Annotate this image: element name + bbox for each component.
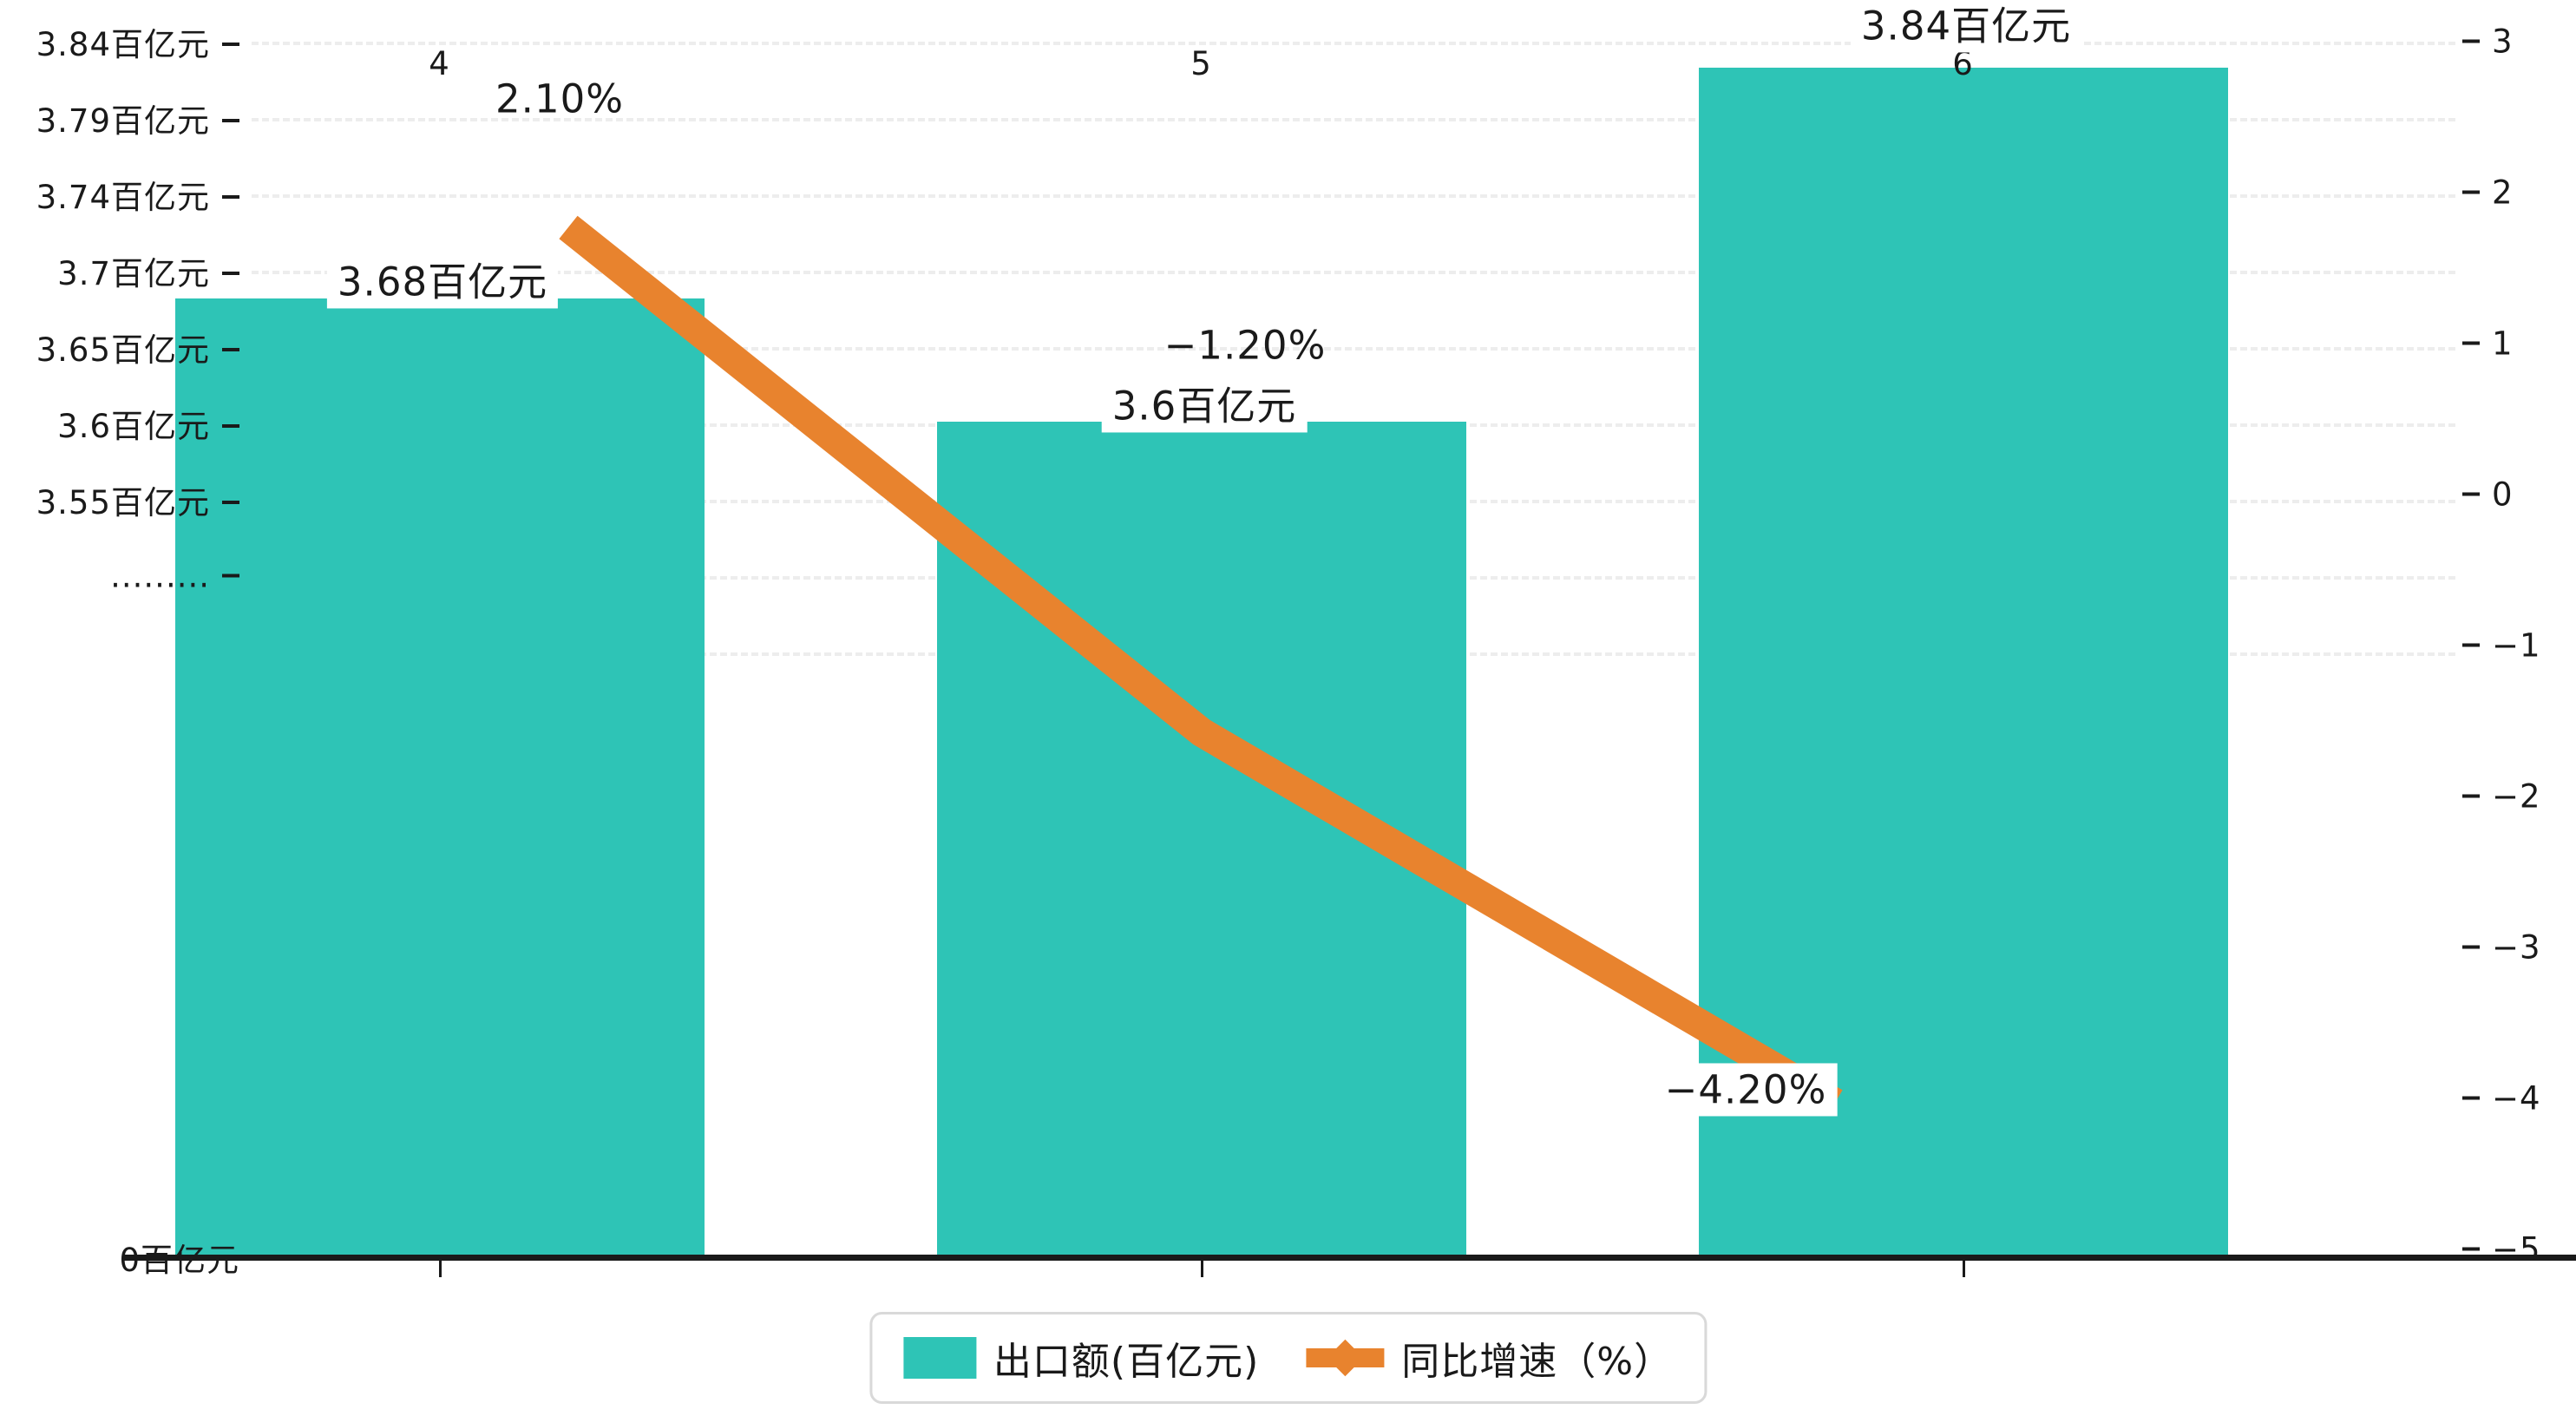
tick-dash-icon — [222, 194, 239, 199]
y-axis-left-tick-1: 3.79百亿元 — [36, 95, 239, 141]
y-axis-left-tick-4: 3.65百亿元 — [36, 324, 239, 370]
y-axis-left-tick-2: 3.74百亿元 — [36, 171, 239, 218]
y-axis-right-tick-0-text: 3 — [2492, 23, 2514, 61]
gridline-3.79 — [252, 118, 2455, 121]
y-axis-left-tick-zero: 0百亿元 — [119, 1234, 239, 1281]
y-axis-left-tick-break-text: ......... — [110, 557, 210, 595]
tick-dash-icon — [222, 423, 239, 428]
y-axis-left-tick-0: 3.84百亿元 — [36, 18, 239, 65]
y-axis-right-tick-3-text: 0 — [2492, 475, 2514, 514]
bar-category-5[interactable] — [937, 422, 1466, 1255]
tick-dash-icon — [222, 347, 239, 351]
y-axis-right-tick-7-text: −4 — [2492, 1079, 2541, 1118]
y-axis-right-tick-2: 1 — [2462, 325, 2514, 363]
y-axis-right-tick-4-text: −1 — [2492, 626, 2541, 665]
x-tick-mark-4 — [439, 1255, 442, 1277]
tick-dash-icon — [2462, 341, 2480, 344]
tick-dash-icon — [222, 574, 239, 577]
tick-dash-icon — [2462, 794, 2480, 797]
tick-dash-icon — [222, 500, 239, 504]
tick-dash-icon — [2462, 39, 2480, 43]
tick-dash-icon — [2462, 492, 2480, 495]
plot-area: 4 5 6 3.68百亿元 3.6百亿元 3.84百亿元 2.10% −1.20… — [123, 0, 2576, 1277]
legend-item-growth-rate[interactable]: 同比增速（%） — [1306, 1330, 1673, 1386]
y-axis-left-tick-0-text: 3.84百亿元 — [36, 26, 210, 63]
tick-dash-icon — [2462, 1096, 2480, 1099]
legend-diamond-marker-icon — [1327, 1339, 1364, 1377]
chart-legend: 出口额(百亿元) 同比增速（%） — [868, 1312, 1708, 1404]
bar-label-category-4: 3.68百亿元 — [326, 255, 559, 309]
y-axis-left-tick-4-text: 3.65百亿元 — [36, 331, 210, 369]
x-tick-label-2: 6 — [1952, 45, 1973, 82]
legend-line-swatch-icon — [1306, 1337, 1385, 1379]
x-tick-mark-5 — [1201, 1255, 1203, 1277]
y-axis-left-tick-3: 3.7百亿元 — [57, 247, 239, 294]
x-axis-line — [123, 1255, 2576, 1261]
y-axis-right-tick-5-text: −2 — [2492, 777, 2541, 816]
x-tick-label-1: 5 — [1190, 45, 1211, 82]
y-axis-left-tick-3-text: 3.7百亿元 — [57, 255, 210, 292]
line-label-category-6: −4.20% — [1654, 1063, 1838, 1117]
bar-label-category-6: 3.84百亿元 — [1850, 0, 2082, 53]
y-axis-right-tick-2-text: 1 — [2492, 324, 2514, 363]
y-axis-right-tick-8-text: −5 — [2492, 1230, 2541, 1268]
line-label-category-4: 2.10% — [495, 75, 624, 122]
y-axis-left-tick-1-text: 3.79百亿元 — [36, 102, 210, 140]
y-axis-left-tick-2-text: 3.74百亿元 — [36, 179, 210, 216]
tick-dash-icon — [222, 271, 239, 275]
y-axis-right-tick-6-text: −3 — [2492, 928, 2541, 967]
tick-dash-icon — [2462, 190, 2480, 193]
line-label-category-5: −1.20% — [1163, 322, 1327, 369]
y-axis-left-tick-5-text: 3.6百亿元 — [57, 408, 210, 445]
legend-item-export-amount[interactable]: 出口额(百亿元) — [902, 1330, 1260, 1386]
y-axis-right-tick-1: 2 — [2462, 174, 2514, 212]
y-axis-right-tick-6: −3 — [2462, 929, 2541, 967]
y-axis-left-tick-5: 3.6百亿元 — [57, 400, 239, 447]
x-tick-mark-6 — [1963, 1255, 1965, 1277]
legend-bar-swatch-icon — [902, 1337, 976, 1379]
tick-dash-icon — [222, 42, 239, 46]
legend-label-growth-rate: 同比增速（%） — [1401, 1340, 1674, 1384]
bar-label-category-5: 3.6百亿元 — [1101, 379, 1308, 433]
y-axis-right-tick-4: −1 — [2462, 627, 2541, 665]
y-axis-left-tick-6-text: 3.55百亿元 — [36, 484, 210, 521]
y-axis-left-tick-break: ......... — [110, 558, 239, 595]
y-axis-right-tick-3: 0 — [2462, 476, 2514, 514]
y-axis-right-tick-8: −5 — [2462, 1231, 2541, 1268]
y-axis-left-tick-zero-text: 0百亿元 — [119, 1242, 239, 1279]
tick-dash-icon — [2462, 1247, 2480, 1250]
y-axis-right-tick-1-text: 2 — [2492, 174, 2514, 212]
y-axis-right-tick-0: 3 — [2462, 23, 2514, 61]
bar-category-4[interactable] — [175, 298, 705, 1255]
y-axis-right-tick-5: −2 — [2462, 778, 2541, 816]
tick-dash-icon — [222, 118, 239, 122]
y-axis-right-tick-7: −4 — [2462, 1080, 2541, 1118]
tick-dash-icon — [2462, 945, 2480, 948]
y-axis-left-tick-6: 3.55百亿元 — [36, 476, 239, 523]
tick-dash-icon — [2462, 643, 2480, 646]
gridline-3.84 — [252, 42, 2455, 45]
legend-label-export-amount: 出口额(百亿元) — [993, 1340, 1260, 1384]
gridline-3.74 — [252, 194, 2455, 198]
x-tick-label-0: 4 — [429, 45, 449, 82]
